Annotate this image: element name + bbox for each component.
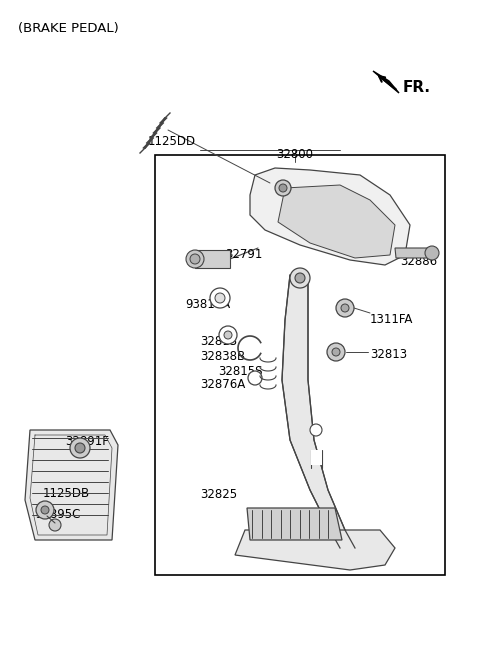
Circle shape: [36, 501, 54, 519]
Circle shape: [295, 273, 305, 283]
Polygon shape: [247, 508, 342, 540]
Circle shape: [186, 250, 204, 268]
Circle shape: [210, 288, 230, 308]
Circle shape: [190, 254, 200, 264]
Polygon shape: [395, 248, 432, 258]
Circle shape: [425, 246, 439, 260]
Text: 93810A: 93810A: [185, 298, 230, 311]
Polygon shape: [311, 450, 322, 465]
Circle shape: [332, 348, 340, 356]
Text: 32891F: 32891F: [65, 435, 109, 448]
Text: 32886: 32886: [400, 255, 437, 268]
Circle shape: [341, 304, 349, 312]
Circle shape: [248, 371, 262, 385]
Polygon shape: [235, 530, 395, 570]
Polygon shape: [278, 185, 395, 258]
Text: 32825: 32825: [200, 488, 237, 501]
Text: 32813: 32813: [370, 348, 407, 361]
Circle shape: [49, 519, 61, 531]
Text: 32876A: 32876A: [200, 378, 245, 391]
Polygon shape: [373, 71, 399, 93]
Text: 32791: 32791: [225, 248, 263, 261]
Text: 32815S: 32815S: [218, 365, 263, 378]
Text: FR.: FR.: [403, 81, 431, 96]
Circle shape: [219, 326, 237, 344]
Circle shape: [336, 299, 354, 317]
Bar: [155, 155, 445, 575]
Polygon shape: [282, 275, 355, 548]
Circle shape: [215, 293, 225, 303]
Text: 32881B: 32881B: [315, 193, 360, 206]
Circle shape: [327, 343, 345, 361]
Text: (BRAKE PEDAL): (BRAKE PEDAL): [18, 22, 119, 35]
Polygon shape: [25, 430, 118, 540]
Text: 32838B: 32838B: [200, 350, 245, 363]
Polygon shape: [195, 250, 230, 268]
Circle shape: [275, 180, 291, 196]
Circle shape: [41, 506, 49, 514]
Circle shape: [279, 184, 287, 192]
Text: 1311FA: 1311FA: [370, 313, 413, 326]
Circle shape: [310, 424, 322, 436]
Text: 32813: 32813: [200, 335, 237, 348]
Polygon shape: [250, 168, 410, 265]
Text: 1125DD: 1125DD: [148, 135, 196, 148]
Text: 32895C: 32895C: [35, 508, 80, 521]
Text: 32800: 32800: [276, 148, 313, 161]
Circle shape: [70, 438, 90, 458]
Circle shape: [224, 331, 232, 339]
Text: 1125DB: 1125DB: [43, 487, 90, 500]
Circle shape: [290, 268, 310, 288]
Circle shape: [75, 443, 85, 453]
